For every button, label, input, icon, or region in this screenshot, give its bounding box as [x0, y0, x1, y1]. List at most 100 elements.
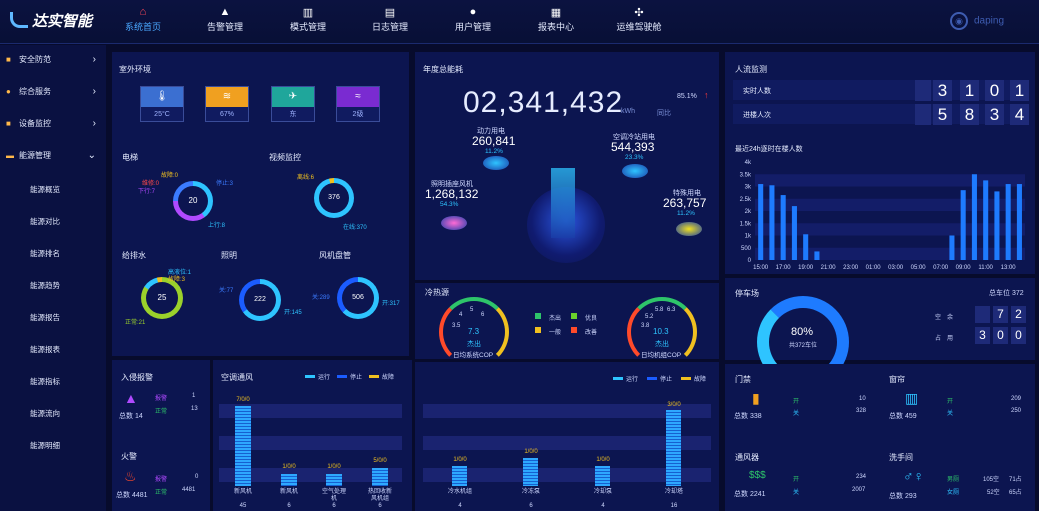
- gauge-unit-tick-2: 5.2: [645, 314, 654, 320]
- people-panel: 人流监测 实时人数 3 1 0 1 进楼人次 5 8 3 4 最近24h逐时在楼…: [725, 52, 1035, 274]
- chart-bar-13:00: [1005, 184, 1011, 260]
- sidebar-sub-table[interactable]: 能源报表: [30, 345, 60, 354]
- sidebar-sub-flow[interactable]: 能源流向: [30, 409, 60, 418]
- nav-user[interactable]: ● 用户管理: [438, 6, 508, 33]
- sidebar-sub-index[interactable]: 能源指标: [30, 377, 60, 386]
- ac-title: 空调通风: [221, 373, 253, 382]
- people-realtime-digit-0: 3: [933, 80, 952, 101]
- cop-gauge-system: [439, 297, 509, 367]
- chart-bar-17:00: [780, 195, 786, 260]
- sidebar: ■ 安全防范 › ● 综合服务 › ■ 设备监控 › ▬ 能源管理 ⌄ 能源概览 能源对比 能源…: [0, 45, 106, 511]
- water-label-normal: 正常:21: [125, 320, 146, 326]
- nav-log[interactable]: ▤ 日志管理: [355, 6, 425, 33]
- gauge-system-tick-1: 3.5: [452, 323, 461, 329]
- ops-icon: ✣: [634, 7, 644, 19]
- vent-open-label: 开: [793, 477, 800, 483]
- top-bar: 达实智能 ⌂ 系统首页 ▲ 告警管理 ▥ 模式管理 ▤ 日志管理 ● 用户管理 ▦ 报表中心…: [0, 0, 1039, 44]
- chevron-right-icon: ›: [92, 118, 96, 129]
- sidebar-item-energy[interactable]: ▬ 能源管理 ⌄: [0, 144, 106, 168]
- parking-used-label: 占 用: [935, 336, 954, 342]
- parking-used-digit-2: 0: [1011, 327, 1026, 344]
- nav-ops[interactable]: ✣ 运维驾驶舱: [604, 6, 674, 33]
- gauge-system-tick-4: 6: [481, 312, 485, 318]
- warning-icon: ▲: [219, 6, 231, 18]
- ac-count-0: 45: [239, 503, 247, 509]
- energy-item-special-value: 263,757: [663, 196, 707, 210]
- ac-count-2: 6: [332, 503, 336, 509]
- chart-bar-19:00: [803, 234, 809, 260]
- curtain-close-label: 关: [947, 411, 954, 417]
- chart-bar-20:00: [814, 251, 820, 260]
- fan-label-off: 关:289: [312, 295, 330, 301]
- video-label-online: 在线:370: [343, 225, 367, 231]
- sidebar-item-security[interactable]: ■ 安全防范 ›: [0, 48, 106, 72]
- sidebar-sub-detail[interactable]: 能源明细: [30, 441, 60, 450]
- legend-good: 优良: [585, 316, 598, 322]
- nav-report[interactable]: ▦ 报表中心: [521, 6, 591, 33]
- home-icon: ⌂: [139, 6, 147, 18]
- sidebar-sub-rank[interactable]: 能源排名: [30, 249, 60, 258]
- chart-grid-band: [755, 247, 1025, 260]
- elevator-center: 20: [178, 186, 208, 216]
- x-tick-label: 07:00: [933, 265, 949, 271]
- legend-improve-swatch: [571, 327, 577, 333]
- ac-status-1: 1/0/0: [282, 464, 296, 470]
- ac-name-2: 空气处理机: [321, 489, 346, 502]
- nav-home[interactable]: ⌂ 系统首页: [108, 6, 178, 33]
- ac-count-3: 6: [378, 503, 382, 509]
- ac-legend-fault-swatch: [369, 375, 379, 378]
- devices-panel: 室外环境 🌡 25°C ≋ 67% ✈ 东 ≈2级 电梯 20 故障:0 维修:0 停…: [112, 52, 409, 356]
- energy-icon: ▬: [6, 151, 14, 160]
- sidebar-sub-trend[interactable]: 能源趋势: [30, 281, 60, 290]
- light-title: 照明: [221, 251, 237, 260]
- energy-panel: 年度总能耗 02,341,432 kWh 同比 85.1% ↑ 动力用电 260…: [415, 52, 719, 280]
- video-label-offline: 离线:6: [297, 175, 315, 181]
- gauge-system-label: 日均系统COP: [453, 352, 494, 359]
- y-tick-label: 1.5k: [740, 221, 752, 227]
- people-row-entries: [733, 104, 1023, 124]
- user-menu[interactable]: ◉ daping: [950, 12, 1004, 30]
- gauge-unit-tick-3: 5.8: [655, 307, 664, 313]
- people-realtime-digit-1: 1: [960, 80, 979, 101]
- ac-bar-0: [235, 406, 251, 486]
- chart-grid-band: [755, 223, 1025, 236]
- chart-bar-10:00: [971, 174, 977, 260]
- ac-status-2: 1/0/0: [327, 464, 341, 470]
- fire-total: 总数 4481: [116, 492, 148, 499]
- nav-alarm[interactable]: ▲ 告警管理: [190, 6, 260, 33]
- x-tick-label: 03:00: [888, 265, 904, 271]
- gauge-unit-rating: 杰出: [655, 341, 669, 348]
- env-humidity: ≋ 67%: [205, 86, 249, 122]
- sidebar-sub-compare[interactable]: 能源对比: [30, 217, 60, 226]
- toilet-title: 洗手间: [889, 453, 913, 462]
- cop-gauge-unit: [627, 297, 697, 367]
- intrusion-alarm-value: 1: [192, 393, 196, 399]
- sidebar-item-service[interactable]: ● 综合服务 ›: [0, 80, 106, 104]
- light-node-icon: [441, 216, 467, 230]
- y-tick-label: 2k: [745, 209, 752, 215]
- energy-item-special-name: 特殊用电: [673, 190, 701, 197]
- energy-yoy-label: 同比: [657, 110, 671, 117]
- chart-bar-08:00: [949, 235, 955, 260]
- gauge-unit-label: 日均机组COP: [641, 352, 682, 359]
- ac-legend-stop-swatch: [337, 375, 347, 378]
- ac-bar-1: [281, 474, 297, 486]
- parking-used-digit-0: 3: [975, 327, 990, 344]
- legend-excellent-swatch: [535, 313, 541, 319]
- ac-legend-run: 运行: [318, 375, 331, 381]
- mode-icon: ▥: [302, 7, 314, 19]
- toilet-female-free: 52空: [987, 490, 1000, 496]
- nav-mode[interactable]: ▥ 模式管理: [273, 6, 343, 33]
- sidebar-sub-report[interactable]: 能源报告: [30, 313, 60, 322]
- door-close-label: 关: [793, 411, 800, 417]
- sidebar-item-monitor[interactable]: ■ 设备监控 ›: [0, 112, 106, 136]
- chiller-bar-2: [595, 466, 610, 486]
- facility-panel: 门禁 ▮ 总数 338 开 10 关 328 窗帘 ▥ 总数 459 开 209…: [725, 364, 1035, 511]
- chiller-count-0: 4: [458, 503, 462, 509]
- vent-close-value: 2007: [852, 487, 866, 493]
- energy-total: 02,341,432: [463, 86, 624, 119]
- sidebar-sub-overview[interactable]: 能源概览: [30, 185, 60, 194]
- ac-count-1: 6: [287, 503, 291, 509]
- door-open-label: 开: [793, 399, 800, 405]
- intrusion-alarm-label: 报警: [155, 396, 168, 402]
